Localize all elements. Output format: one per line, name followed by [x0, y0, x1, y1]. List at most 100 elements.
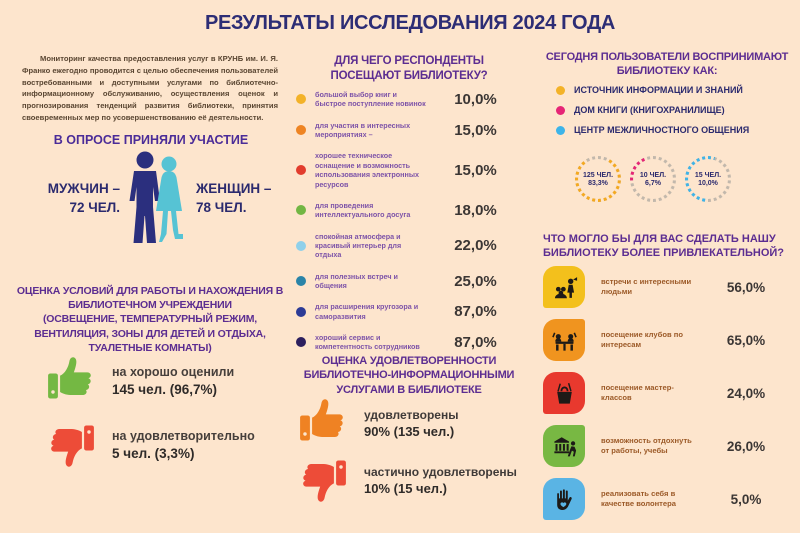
attractiveness-list: встречи с интересными людьми 56,0% посещ…: [543, 266, 795, 531]
bullet-dot-icon: [296, 165, 306, 176]
donut-count: 10 ЧЕЛ.: [639, 171, 667, 179]
list-item: возможность отдохнуть от работы, учебы 2…: [543, 425, 795, 467]
bullet-dot-icon: [556, 106, 565, 116]
intro-paragraph: Мониторинг качества предоставления услуг…: [22, 54, 278, 122]
satisfied-row: удовлетворены 90% (135 чел.): [296, 398, 526, 446]
perception-list: ИСТОЧНИК ИНФОРМАЦИИ И ЗНАНИЙ ДОМ КНИГИ (…: [556, 84, 796, 144]
reason-label: для участия в интересных мероприятиях –: [315, 120, 411, 140]
perception-label: ДОМ КНИГИ (КНИГОХРАНИЛИЩЕ): [574, 105, 725, 116]
list-item: ДОМ КНИГИ (КНИГОХРАНИЛИЩЕ): [556, 104, 796, 116]
bullet-dot-icon: [296, 94, 306, 105]
list-item: для расширения кругозора и саморазвития …: [296, 302, 524, 321]
reason-value: 15,0%: [454, 161, 497, 179]
donut-percent: 10,0%: [698, 179, 718, 187]
list-item: для полезных встреч и общения 25,0%: [296, 272, 524, 291]
satisfied-label: удовлетворены: [364, 407, 459, 422]
reason-value: 87,0%: [454, 333, 497, 351]
conditions-heading-main: ОЦЕНКА УСЛОВИЙ ДЛЯ РАБОТЫ И НАХОЖДЕНИЯ В…: [16, 285, 284, 312]
reason-label: для расширения кругозора и саморазвития: [315, 302, 419, 321]
reason-value: 18,0%: [454, 201, 497, 219]
list-item: для участия в интересных мероприятиях – …: [296, 121, 524, 140]
satisfied-value: 90% (135 чел.): [364, 423, 455, 439]
list-item: хорошее техническое оснащение и возможно…: [296, 151, 524, 189]
perception-heading: СЕГОДНЯ ПОЛЬЗОВАТЕЛИ ВОСПРИНИМАЮТ БИБЛИО…: [545, 51, 789, 78]
conditions-heading-sub: (ОСВЕЩЕНИЕ, ТЕМПЕРАТУРНЫЙ РЕЖИМ, ВЕНТИЛЯ…: [34, 313, 266, 354]
attractiveness-label: реализовать себя в качестве волонтера: [601, 488, 676, 508]
attractiveness-label: возможность отдохнуть от работы, учебы: [601, 435, 692, 455]
donut-arc: [685, 156, 731, 202]
list-item: ИСТОЧНИК ИНФОРМАЦИИ И ЗНАНИЙ: [556, 84, 796, 96]
conditions-good-value: 145 чел. (96,7%): [112, 381, 217, 397]
reason-value: 22,0%: [454, 237, 497, 255]
conditions-good-label: на хорошо оценили: [112, 365, 235, 380]
men-value-text: 72 ЧЕЛ.: [69, 199, 120, 215]
conditions-ok-value: 5 чел. (3,3%): [112, 445, 195, 461]
reason-label: хороший сервис и компетентность сотрудни…: [315, 333, 420, 352]
reason-value: 15,0%: [454, 121, 497, 139]
satisfaction-heading: ОЦЕНКА УДОВЛЕТВОРЕННОСТИ БИБЛИОТЕЧНО-ИНФ…: [303, 355, 515, 396]
woman-silhouette-icon: [148, 156, 190, 244]
partly-satisfied-row: частично удовлетворены 10% (15 чел.): [296, 455, 526, 503]
meeting-icon: [543, 266, 585, 308]
reason-label: спокойная атмосфера и красивый интерьер …: [315, 231, 402, 260]
women-count: ЖЕНЩИН – 78 ЧЕЛ.: [196, 180, 306, 218]
donut-percent: 6,7%: [645, 179, 661, 187]
donut-chart: 125 ЧЕЛ. 83,3%: [575, 156, 621, 202]
thumb-down-icon: [44, 420, 98, 468]
women-value-text: 78 ЧЕЛ.: [196, 199, 247, 215]
attractiveness-value: 24,0%: [726, 385, 766, 401]
bullet-dot-icon: [296, 306, 306, 317]
list-item: ЦЕНТР МЕЖЛИЧНОСТНОГО ОБЩЕНИЯ: [556, 124, 796, 136]
reason-label: большой выбор книг и быстрое поступление…: [315, 90, 426, 109]
bullet-dot-icon: [556, 126, 565, 136]
conditions-ok-label: на удовлетворительно: [112, 429, 255, 444]
list-item: для проведения интеллектуального досуга …: [296, 201, 524, 220]
partly-satisfied-label: частично удовлетворены: [364, 464, 517, 479]
bullet-dot-icon: [296, 240, 306, 251]
attractiveness-label: посещение мастер-классов: [601, 382, 674, 402]
list-item: посещение мастер-классов 24,0%: [543, 372, 795, 414]
list-item: посещение клубов по интересам 65,0%: [543, 319, 795, 361]
attractiveness-value: 26,0%: [726, 438, 766, 454]
conditions-ok-row: на удовлетворительно 5 чел. (3,3%): [44, 420, 274, 468]
donut-arc: [575, 156, 621, 202]
reason-value: 25,0%: [454, 272, 497, 290]
donut-percent: 83,3%: [588, 179, 608, 187]
partly-satisfied-value: 10% (15 чел.): [364, 480, 448, 496]
attractiveness-value: 5,0%: [730, 491, 762, 507]
reason-label: для полезных встреч и общения: [315, 271, 398, 291]
perception-donuts: 125 ЧЕЛ. 83,3% 10 ЧЕЛ. 6,7% 15 ЧЕЛ. 10,0%: [575, 156, 731, 202]
list-item: большой выбор книг и быстрое поступление…: [296, 90, 524, 109]
women-label-text: ЖЕНЩИН –: [196, 181, 272, 196]
bullet-dot-icon: [296, 125, 306, 136]
leisure-icon: [543, 425, 585, 467]
reason-label: хорошее техническое оснащение и возможно…: [315, 151, 419, 189]
attractiveness-heading: ЧТО МОГЛО БЫ ДЛЯ ВАС СДЕЛАТЬ НАШУ БИБЛИО…: [543, 233, 784, 259]
club-icon: [543, 319, 585, 361]
thumb-up-icon: [44, 356, 98, 404]
attractiveness-value: 56,0%: [726, 279, 766, 295]
attractiveness-label: посещение клубов по интересам: [601, 329, 683, 349]
attractiveness-label: встречи с интересными людьми: [601, 276, 692, 296]
reason-label: для проведения интеллектуального досуга: [315, 200, 411, 220]
perception-label: ЦЕНТР МЕЖЛИЧНОСТНОГО ОБЩЕНИЯ: [574, 125, 750, 136]
donut-chart: 15 ЧЕЛ. 10,0%: [685, 156, 731, 202]
man-silhouette-icon: [122, 151, 168, 243]
list-item: спокойная атмосфера и красивый интерьер …: [296, 232, 524, 260]
bullet-dot-icon: [296, 276, 306, 287]
perception-label: ИСТОЧНИК ИНФОРМАЦИИ И ЗНАНИЙ: [574, 85, 743, 95]
visit-reasons-heading: ДЛЯ ЧЕГО РЕСПОНДЕНТЫ ПОСЕЩАЮТ БИБЛИОТЕКУ…: [330, 55, 488, 82]
thumb-down-icon: [296, 455, 350, 503]
reason-value: 87,0%: [454, 303, 497, 321]
list-item: встречи с интересными людьми 56,0%: [543, 266, 795, 308]
conditions-heading: ОЦЕНКА УСЛОВИЙ ДЛЯ РАБОТЫ И НАХОЖДЕНИЯ В…: [14, 284, 286, 355]
conditions-good-row: на хорошо оценили 145 чел. (96,7%): [44, 356, 274, 404]
attractiveness-value: 65,0%: [726, 332, 766, 348]
men-label-text: МУЖЧИН –: [47, 181, 120, 196]
volunteer-hand-icon: [543, 478, 585, 520]
page-title: РЕЗУЛЬТАТЫ ИССЛЕДОВАНИЯ 2024 ГОДА: [204, 12, 616, 34]
participants-heading: В ОПРОСЕ ПРИНЯЛИ УЧАСТИЕ: [53, 133, 249, 147]
men-count: МУЖЧИН – 72 ЧЕЛ.: [22, 180, 120, 218]
list-item: хороший сервис и компетентность сотрудни…: [296, 333, 524, 352]
